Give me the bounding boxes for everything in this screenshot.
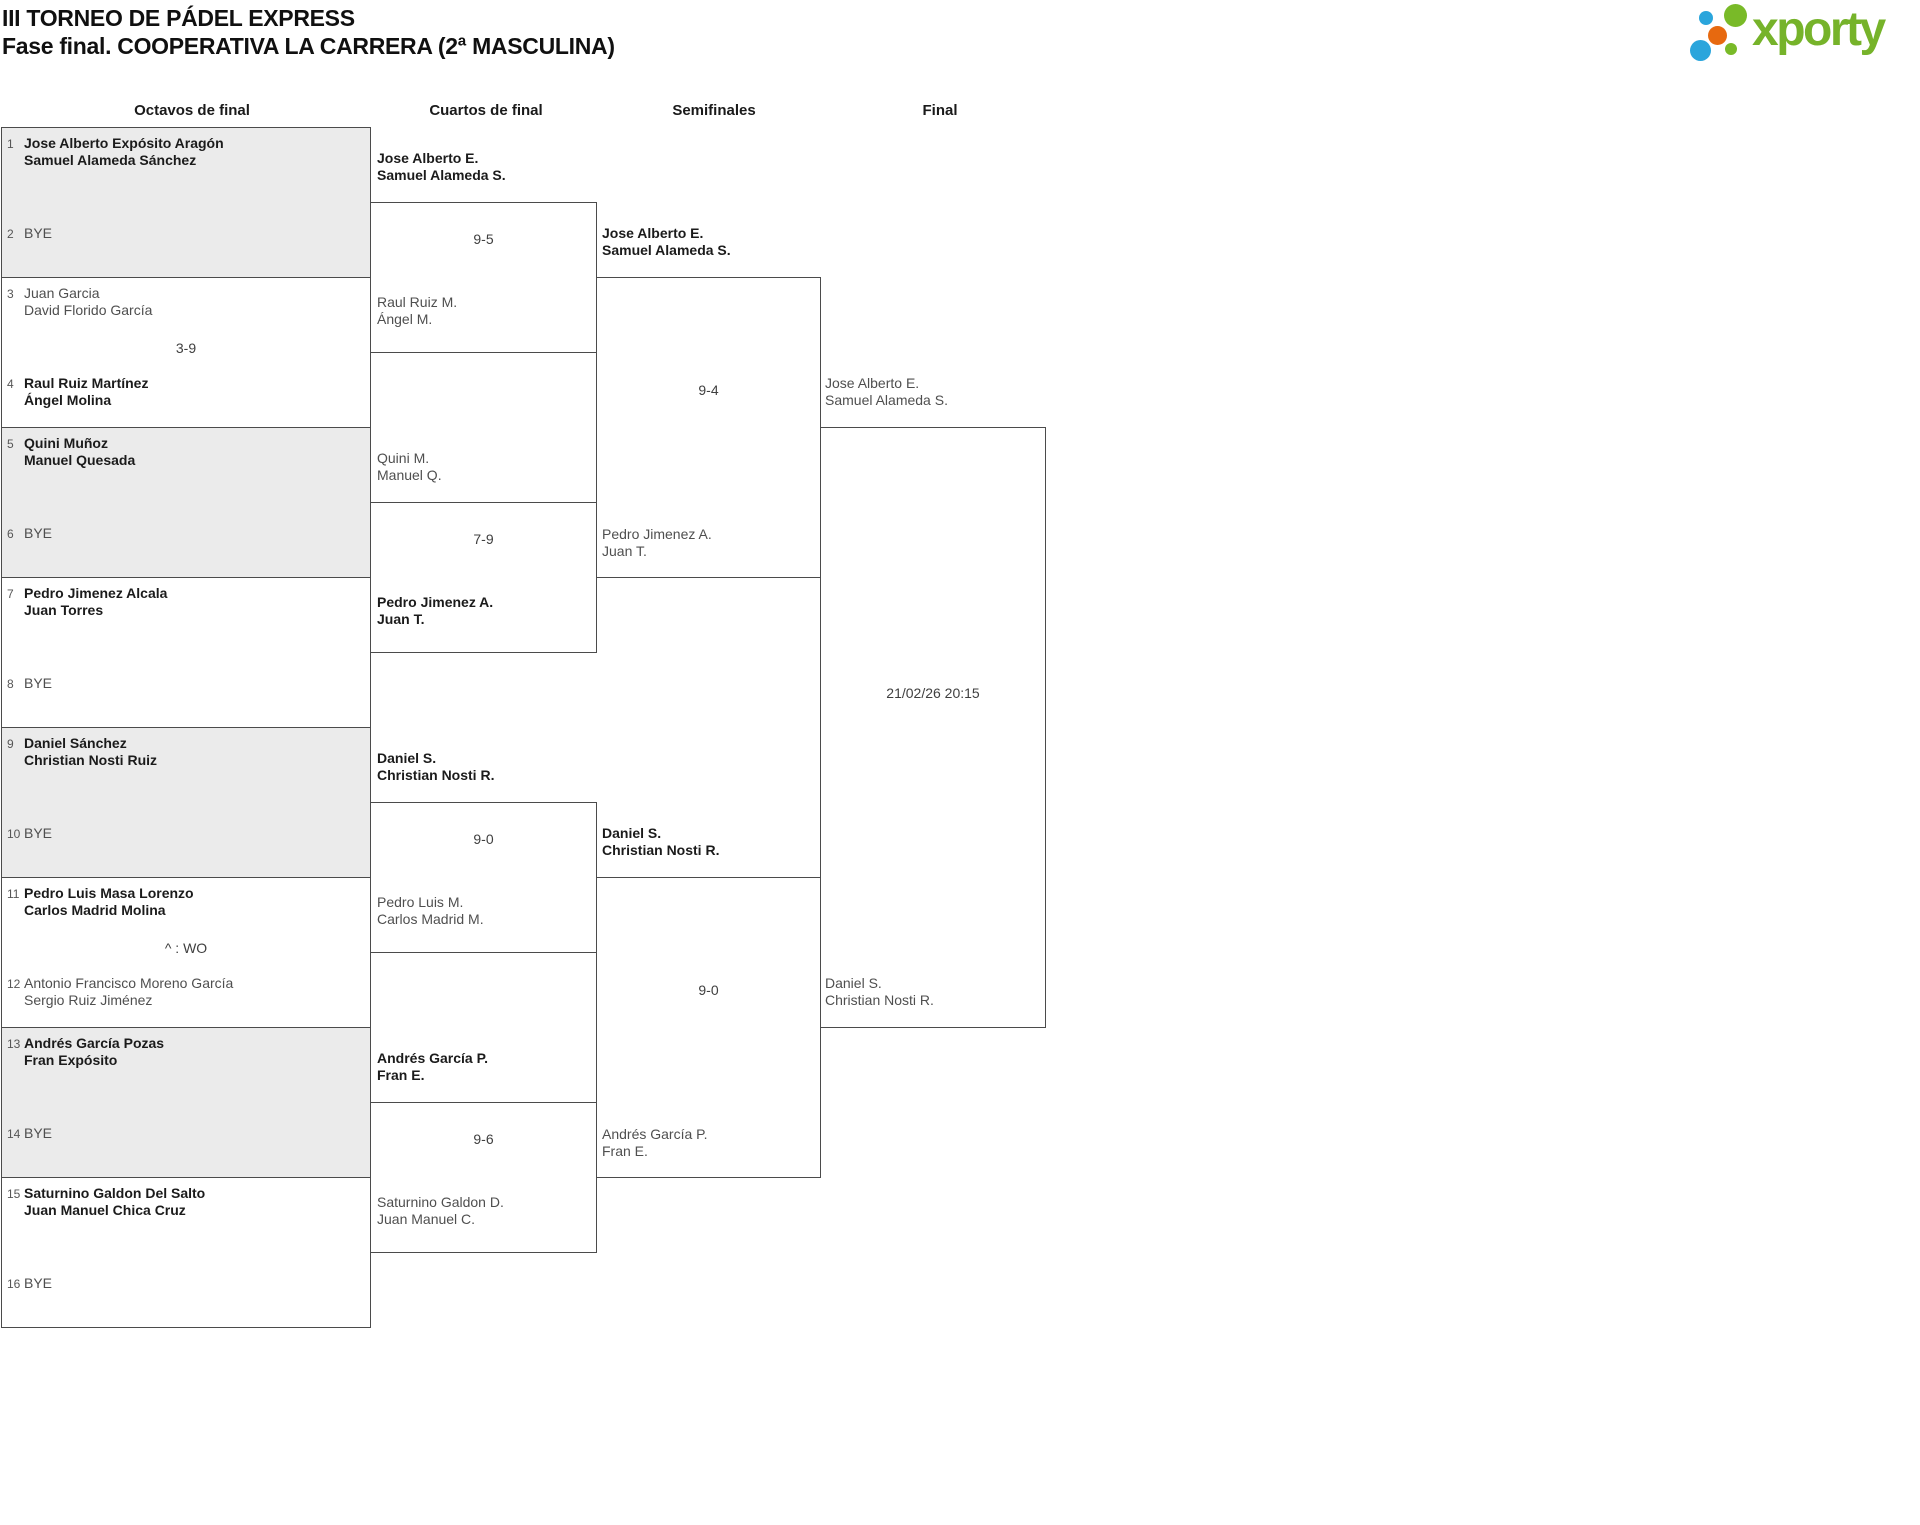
round-header-cuartos: Cuartos de final	[429, 102, 543, 119]
seed-number: 12	[7, 977, 21, 991]
page-subtitle: Fase final. COOPERATIVA LA CARRERA (2ª M…	[2, 33, 615, 59]
match-score: 9-4	[698, 382, 719, 398]
team-entry: 4 Raul Ruiz Martínez Ángel Molina	[7, 375, 149, 408]
advancing-team: Jose Alberto E. Samuel Alameda S.	[377, 150, 506, 183]
seed-number: 13	[7, 1037, 21, 1051]
xporty-logo[interactable]: xporty	[1680, 2, 1920, 70]
seed-number: 15	[7, 1187, 21, 1201]
cuartos-match-3[interactable]	[370, 802, 597, 953]
cuartos-match-1[interactable]	[370, 202, 597, 353]
advancing-team: Daniel S. Christian Nosti R.	[602, 825, 720, 858]
octavos-match-3[interactable]: 5 Quini Muñoz Manuel Quesada 6 BYE	[1, 427, 371, 578]
advancing-team: Daniel S. Christian Nosti R.	[377, 750, 495, 783]
team-entry: 6 BYE	[7, 525, 53, 541]
match-score: 9-0	[698, 982, 719, 998]
round-header-semifinales: Semifinales	[672, 102, 756, 119]
seed-number: 14	[7, 1127, 21, 1141]
page-title: III TORNEO DE PÁDEL EXPRESS	[2, 5, 355, 31]
advancing-team: Jose Alberto E. Samuel Alameda S.	[825, 375, 948, 408]
team-entry: 14 BYE	[7, 1125, 53, 1141]
octavos-match-7[interactable]: 13 Andrés García Pozas Fran Expósito 14 B…	[1, 1027, 371, 1178]
cuartos-match-2[interactable]	[370, 502, 597, 653]
team-entry: 10 BYE	[7, 825, 53, 841]
octavos-match-6[interactable]: 11 Pedro Luis Masa Lorenzo Carlos Madrid …	[1, 877, 371, 1028]
octavos-match-8[interactable]: 15 Saturnino Galdon Del Salto Juan Manuel…	[1, 1177, 371, 1328]
match-score: 3-9	[175, 340, 197, 356]
seed-number: 11	[7, 887, 20, 901]
logo-dot-blue-small	[1699, 11, 1713, 25]
advancing-team: Daniel S. Christian Nosti R.	[825, 975, 934, 1008]
advancing-team: Pedro Jimenez A. Juan T.	[377, 594, 494, 627]
advancing-team: Quini M. Manuel Q.	[377, 450, 442, 483]
cuartos-match-4[interactable]	[370, 1102, 597, 1253]
seed-number: 16	[7, 1277, 21, 1291]
team-entry: 16 BYE	[7, 1275, 53, 1291]
advancing-team: Andrés García P. Fran E.	[377, 1050, 489, 1083]
team-entry: 8 BYE	[7, 675, 53, 691]
team-entry: 1 Jose Alberto Expósito Aragón Samuel Ala…	[7, 135, 224, 168]
seed-number: 7	[7, 587, 14, 601]
seed-number: 9	[7, 737, 14, 751]
team-entry: 7 Pedro Jimenez Alcala Juan Torres	[7, 585, 168, 618]
match-score: 9-0	[473, 831, 494, 847]
seed-number: 4	[7, 377, 14, 391]
final-match[interactable]	[820, 427, 1046, 1028]
round-header-final: Final	[922, 102, 958, 119]
octavos-match-5[interactable]: 9 Daniel Sánchez Christian Nosti Ruiz 10 …	[1, 727, 371, 878]
logo-dot-orange	[1708, 26, 1727, 45]
advancing-team: Andrés García P. Fran E.	[602, 1126, 708, 1159]
logo-dot-blue-large	[1690, 40, 1711, 61]
team-entry: 2 BYE	[7, 225, 53, 241]
logo-dot-green-large	[1724, 4, 1747, 27]
seed-number: 6	[7, 527, 14, 541]
advancing-team: Raul Ruiz M. Ángel M.	[377, 294, 458, 327]
round-header-octavos: Octavos de final	[134, 102, 250, 119]
team-entry: 12 Antonio Francisco Moreno García Sergio…	[7, 975, 234, 1008]
octavos-match-1[interactable]: 1 Jose Alberto Expósito Aragón Samuel Ala…	[1, 127, 371, 278]
advancing-team: Saturnino Galdon D. Juan Manuel C.	[377, 1194, 504, 1227]
team-entry: 5 Quini Muñoz Manuel Quesada	[7, 435, 136, 468]
match-score: 9-5	[473, 231, 494, 247]
logo-wordmark: xporty	[1752, 3, 1886, 56]
logo-dot-green-small	[1725, 43, 1737, 55]
team-entry: 15 Saturnino Galdon Del Salto Juan Manuel…	[7, 1185, 206, 1218]
seed-number: 10	[7, 827, 21, 841]
advancing-team: Jose Alberto E. Samuel Alameda S.	[602, 225, 731, 258]
match-score: 7-9	[473, 531, 494, 547]
seed-number: 8	[7, 677, 14, 691]
advancing-team: Pedro Luis M. Carlos Madrid M.	[377, 894, 484, 927]
octavos-match-2[interactable]: 3 Juan Garcia David Florido García 3-9 4 …	[1, 277, 371, 428]
match-score: ^ : WO	[164, 940, 208, 956]
team-entry: 13 Andrés García Pozas Fran Expósito	[7, 1035, 165, 1068]
team-entry: 9 Daniel Sánchez Christian Nosti Ruiz	[7, 735, 158, 768]
seed-number: 3	[7, 287, 14, 301]
seed-number: 5	[7, 437, 14, 451]
octavos-match-4[interactable]: 7 Pedro Jimenez Alcala Juan Torres 8 BYE	[1, 577, 371, 728]
seed-number: 2	[7, 227, 14, 241]
advancing-team: Pedro Jimenez A. Juan T.	[602, 526, 712, 559]
final-match-schedule: 21/02/26 20:15	[886, 685, 980, 701]
seed-number: 1	[7, 137, 14, 151]
match-score: 9-6	[473, 1131, 494, 1147]
team-entry: 11 Pedro Luis Masa Lorenzo Carlos Madrid …	[7, 885, 194, 918]
team-entry: 3 Juan Garcia David Florido García	[7, 285, 153, 318]
